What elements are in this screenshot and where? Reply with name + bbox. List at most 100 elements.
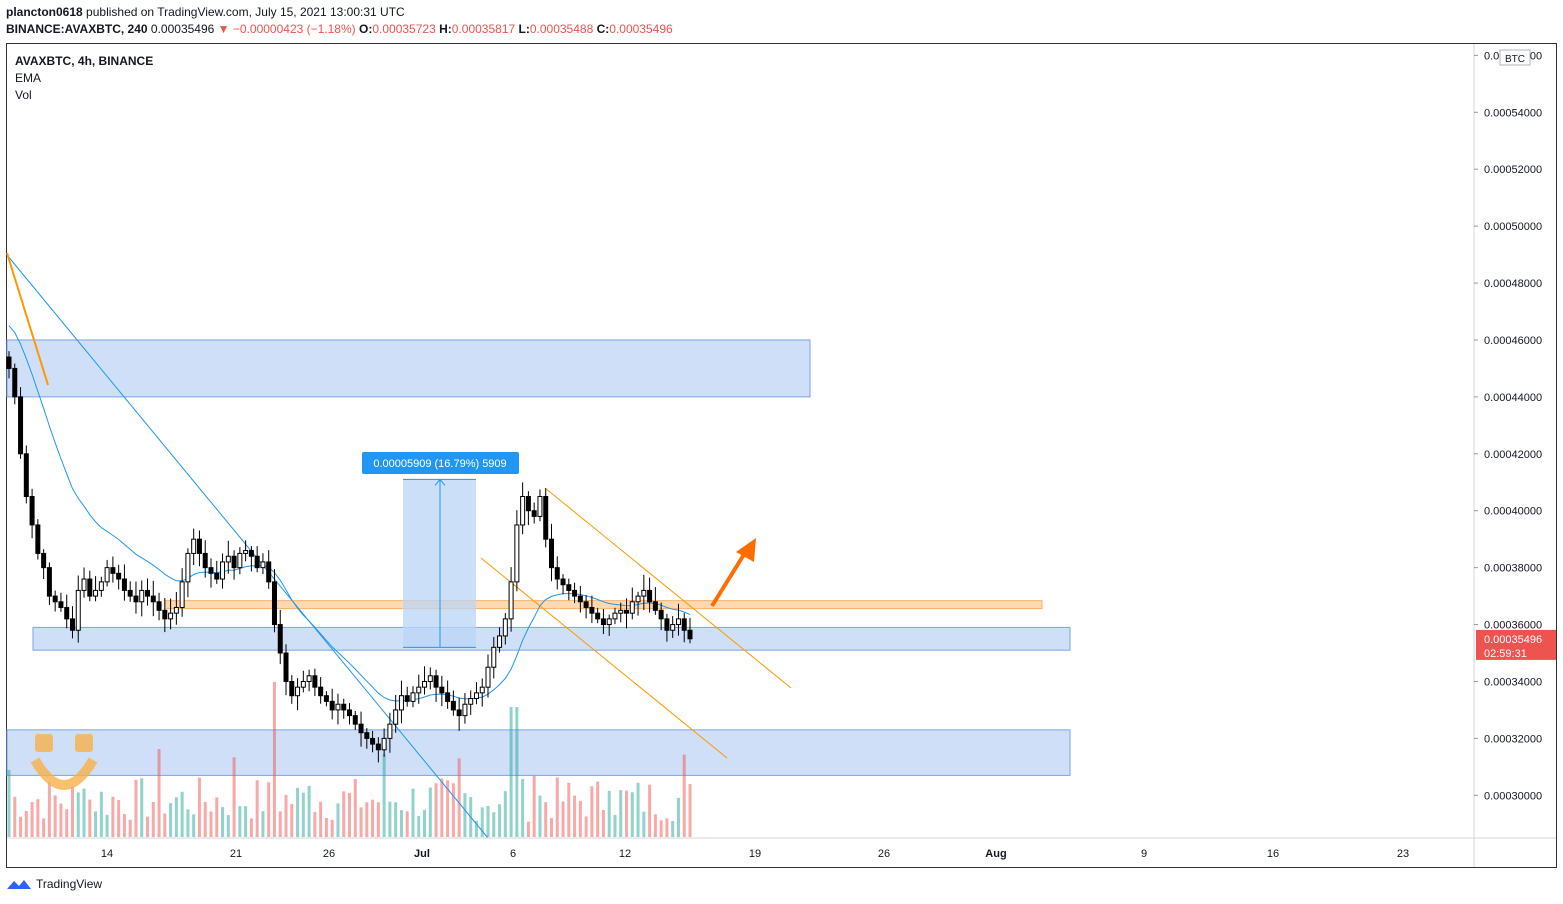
volume-bar: [330, 819, 334, 837]
candle-body: [6, 356, 12, 369]
candle-body: [548, 538, 554, 569]
volume-bar: [388, 801, 392, 837]
candle-body: [254, 555, 260, 569]
close-label: C:: [596, 22, 610, 36]
volume-bar: [584, 816, 588, 837]
x-tick-label: 26: [323, 848, 335, 860]
candle-body: [479, 686, 485, 694]
open-label: O:: [359, 22, 373, 36]
author-name[interactable]: plancton0618: [6, 5, 83, 19]
volume-bar: [99, 791, 103, 837]
candle-body: [266, 561, 272, 583]
volume-bar: [203, 801, 207, 837]
volume-bar: [515, 707, 519, 837]
volume-bar: [457, 758, 461, 837]
low-value: 0.00035488: [529, 22, 594, 36]
volume-bar: [42, 818, 46, 837]
volume-bar: [544, 802, 548, 837]
close-value: 0.00035496: [609, 22, 673, 36]
volume-bar: [590, 786, 594, 837]
watermark-icon: [30, 757, 98, 790]
candle-body: [150, 595, 156, 603]
candle-body: [220, 561, 226, 580]
volume-bar: [19, 816, 23, 837]
volume-bar: [567, 782, 571, 837]
volume-bar: [151, 802, 155, 837]
candle-body: [456, 709, 462, 717]
candle-body: [537, 495, 543, 517]
volume-bar: [180, 791, 184, 837]
y-tick-label: 0.00052000: [1484, 164, 1542, 176]
candle-body: [485, 666, 491, 688]
candle-body: [323, 695, 329, 702]
volume-bar: [284, 794, 288, 837]
candle-body: [572, 589, 578, 597]
candle-body: [306, 675, 312, 682]
volume-bar: [232, 757, 236, 837]
volume-bar: [376, 802, 380, 837]
candle-body: [514, 524, 520, 583]
volume-bar: [221, 807, 225, 837]
candle-body: [635, 595, 641, 603]
x-tick-label: 23: [1397, 848, 1409, 860]
candle-body: [497, 635, 503, 648]
volume-bar: [653, 814, 657, 837]
volume-bar: [463, 793, 467, 837]
footer-brand[interactable]: TradingView: [6, 877, 102, 891]
legend-vol[interactable]: Vol: [15, 88, 32, 102]
volume-bar: [521, 778, 525, 837]
candle-body: [641, 589, 647, 597]
volume-bar: [486, 805, 490, 837]
volume-bar: [336, 803, 340, 837]
volume-bar: [324, 817, 328, 837]
open-value: 0.00035723: [372, 22, 436, 36]
y-tick-label: 0.00038000: [1484, 563, 1542, 575]
candle-body: [214, 572, 220, 580]
y-tick-label: 0.00048000: [1484, 278, 1542, 290]
legend-ema[interactable]: EMA: [15, 71, 42, 85]
breakout-arrow-head: [736, 538, 756, 562]
candle-body: [110, 567, 116, 574]
candle-body: [145, 589, 151, 597]
candle-body: [248, 550, 254, 557]
volume-bar: [255, 780, 259, 837]
currency-label: BTC: [1505, 54, 1525, 65]
volume-bar: [601, 810, 605, 837]
high-value: 0.00035817: [451, 22, 516, 36]
candle-body: [370, 737, 376, 745]
channel-lower-line: [480, 557, 728, 759]
support-resistance-zone: [6, 339, 811, 398]
candle-body: [439, 686, 445, 694]
volume-bar: [607, 790, 611, 837]
x-tick-label: 9: [1141, 848, 1147, 860]
volume-bar: [117, 800, 121, 837]
volume-bar: [636, 782, 640, 837]
candle-body: [75, 589, 81, 631]
candle-body: [225, 555, 231, 563]
x-tick-label: 6: [510, 848, 516, 860]
candle-body: [554, 567, 560, 580]
volume-bar: [53, 795, 57, 837]
volume-bar: [613, 815, 617, 837]
legend-title: AVAXBTC, 4h, BINANCE: [15, 54, 154, 68]
volume-bar: [371, 799, 375, 837]
volume-bar: [163, 813, 167, 837]
candle-body: [473, 692, 479, 700]
volume-bar: [301, 792, 305, 837]
volume-bar: [619, 790, 623, 837]
volume-bar: [555, 777, 559, 837]
volume-bar: [503, 791, 507, 837]
candle-body: [295, 686, 301, 697]
volume-bar: [451, 783, 455, 837]
candle-body: [462, 703, 468, 717]
volume-bar: [411, 788, 415, 837]
volume-bar: [76, 792, 80, 837]
volume-bar: [498, 804, 502, 837]
candle-body: [133, 595, 139, 603]
volume-bar: [630, 792, 634, 837]
volume-bar: [146, 816, 150, 837]
volume-bar: [642, 811, 646, 837]
candle-body: [664, 618, 670, 631]
candle-body: [168, 612, 174, 620]
